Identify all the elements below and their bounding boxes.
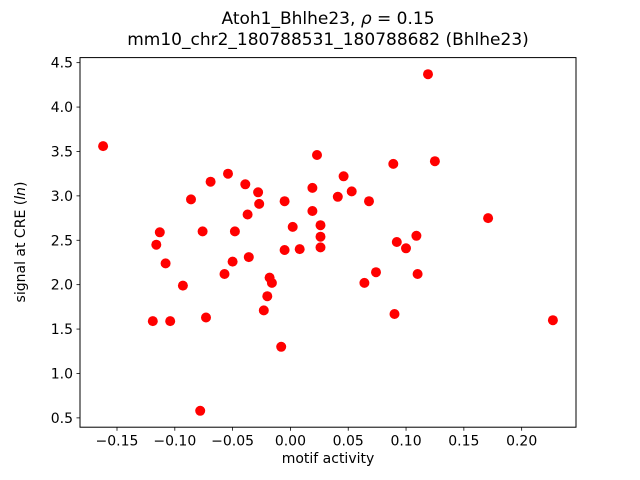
data-point [423,69,433,80]
data-point [219,269,230,279]
data-point [346,186,357,197]
data-point [547,315,558,326]
y-axis-label-suffix: ) [13,181,29,188]
data-point [186,194,196,205]
data-point [315,220,326,231]
y-tick-label: 1.5 [51,322,73,338]
data-point [411,230,422,241]
data-point [253,187,264,198]
data-point [294,244,305,255]
data-point [359,277,370,288]
data-point [287,221,298,232]
chart-subtitle: mm10_chr2_180788531_180788682 (Bhlhe23) [127,30,529,50]
y-tick-label: 3.5 [51,144,73,160]
data-point [254,198,265,209]
data-point [177,280,188,291]
data-point [154,227,165,238]
data-point [483,213,494,224]
y-axis-label-ln: ln [13,187,29,200]
y-tick-label: 2.0 [51,278,73,294]
data-point [401,243,411,254]
data-point [201,312,211,323]
data-point [389,309,400,319]
data-point [98,141,109,152]
x-tick-label: 0.05 [333,434,364,450]
y-tick-label: 2.5 [51,233,73,249]
data-point [332,191,343,202]
data-point [279,245,290,255]
data-point [371,267,381,278]
x-tick-label: −0.10 [153,434,196,450]
data-point [205,176,216,187]
axes-frame [79,57,577,428]
y-tick-label: 3.0 [51,189,73,205]
y-axis-label: signal at CRE (ln) [13,182,29,303]
data-point [429,156,440,167]
data-point [165,316,176,327]
data-point [312,150,322,160]
data-point [315,231,326,242]
data-point [279,196,290,207]
y-axis-label-prefix: signal at CRE ( [13,199,29,303]
data-point [307,206,318,216]
data-point [240,179,251,190]
data-point [223,168,233,179]
chart-title-line1: Atoh1_Bhlhe23, ρ = 0.15 [80,9,576,30]
data-point [258,305,269,316]
data-point [412,269,423,279]
title-correlation-value: = 0.15 [371,9,435,29]
data-point [195,405,206,416]
data-point [276,341,287,352]
title-rho-symbol: ρ [360,9,372,29]
x-tick-label: 0.15 [448,434,479,450]
x-axis-label: motif activity [281,451,375,467]
data-point [266,277,277,288]
data-point [227,256,238,267]
x-tick-label: −0.15 [96,434,139,450]
data-point [243,252,254,263]
y-tick-label: 4.5 [51,56,73,72]
data-point [338,171,349,182]
x-tick-label: 0.00 [275,434,306,450]
data-point [229,226,240,237]
data-point [262,291,273,302]
data-point [315,242,326,253]
y-tick-label: 0.5 [51,411,73,427]
title-prefix: Atoh1_Bhlhe23, [221,9,361,29]
data-point [160,258,171,269]
data-point [364,196,374,207]
x-tick-label: −0.05 [211,434,254,450]
chart-title: Atoh1_Bhlhe23, ρ = 0.15 mm10_chr2_180788… [80,9,576,51]
data-point [147,316,158,327]
data-point [242,209,253,220]
data-point [307,182,318,193]
data-point [388,158,399,169]
x-tick-label: 0.20 [506,434,537,450]
x-tick-label: 0.10 [390,434,421,450]
data-point [391,237,402,247]
data-point [197,226,208,237]
data-point [151,239,162,250]
y-tick-label: 4.0 [51,100,73,116]
y-tick-label: 1.0 [51,366,73,382]
